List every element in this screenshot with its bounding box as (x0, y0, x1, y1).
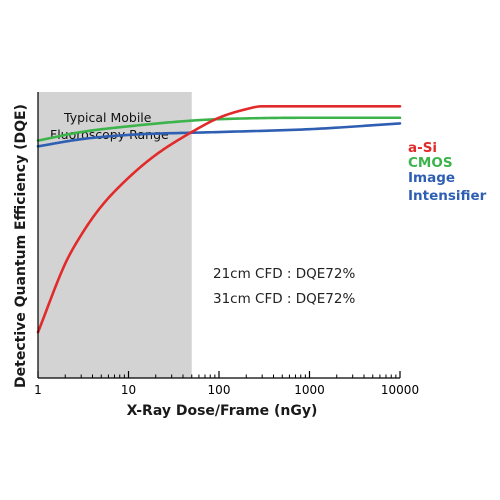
x-tick-label: 1 (34, 383, 42, 397)
legend-label-cmos: CMOS (408, 155, 453, 171)
x-axis-title: X-Ray Dose/Frame (nGy) (127, 403, 318, 419)
x-ticks: 1 10 100 1000 10000 (34, 371, 419, 397)
fluoroscopy-range-band (38, 92, 192, 378)
x-tick-label: 10000 (381, 383, 419, 397)
annotation-31cm: 31cm CFD : DQE72% (213, 291, 355, 307)
x-tick-label: 1000 (294, 383, 325, 397)
series-line-cmos (36, 116, 402, 142)
legend-label-a-si: a-Si (408, 140, 437, 156)
series-line-image-intensifier (36, 122, 402, 148)
legend-label-image-intensifier: Intensifier (408, 188, 487, 204)
annotation-21cm: 21cm CFD : DQE72% (213, 266, 355, 282)
y-axis-title: Detective Quantum Efficiency (DQE) (13, 104, 29, 388)
band-label-line-1: Typical Mobile (63, 110, 152, 125)
x-tick-label: 10 (121, 383, 136, 397)
series-lines (36, 105, 402, 334)
x-tick-label: 100 (208, 383, 231, 397)
series-line-a-si (36, 105, 402, 334)
legend-label-image-intensifier: Image (408, 170, 455, 186)
